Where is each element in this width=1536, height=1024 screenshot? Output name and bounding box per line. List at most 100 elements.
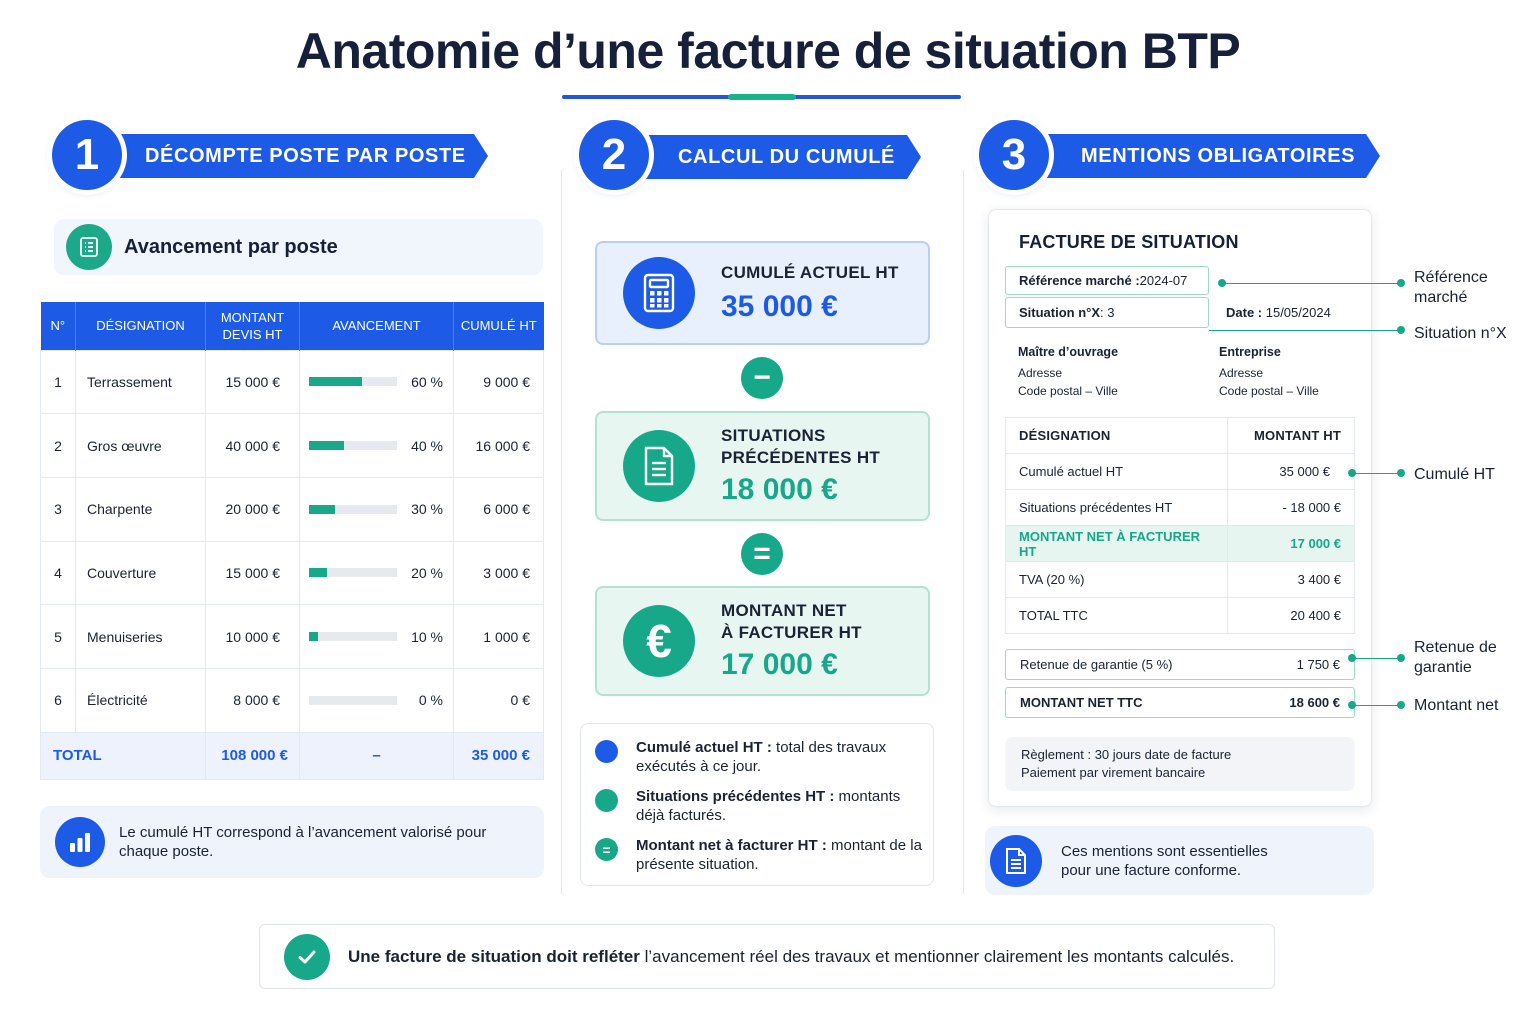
callout-line [1222, 283, 1402, 284]
row-montant: 40 000 € [205, 413, 300, 478]
montant-net-label: MONTANT NET À FACTURER HT [721, 601, 862, 642]
montant-net-card: € MONTANT NET À FACTURER HT 17 000 € [595, 586, 930, 696]
row-montant: 15 000 € [205, 540, 300, 606]
row-montant: 15 000 € [205, 349, 300, 415]
row-percent: 60 % [411, 373, 443, 390]
row-designation: Électricité [75, 667, 206, 733]
document-icon [990, 834, 1042, 887]
progress-bar [309, 568, 397, 578]
row-montant: 20 000 € [205, 476, 300, 542]
row-montant: 10 000 € [205, 604, 300, 669]
row-avancement: 10 % [299, 604, 454, 669]
row-percent: 10 % [411, 628, 443, 645]
callout-situation: Situation n°X [1414, 325, 1507, 342]
row-number: 3 [40, 476, 76, 542]
bar-chart-icon [55, 817, 105, 867]
col-header-cumule: CUMULÉ HT [453, 302, 544, 350]
situations-precedentes-card: SITUATIONS PRÉCÉDENTES HT 18 000 € [595, 411, 930, 521]
euro-icon: € [623, 605, 695, 677]
row-avancement: 30 % [299, 476, 454, 542]
row-percent: 30 % [411, 501, 443, 518]
table-total-row: TOTAL 108 000 € – 35 000 € [40, 731, 544, 780]
table-row: MONTANT NET À FACTURER HT 17 000 € [1005, 525, 1355, 562]
section-2-number: 2 [579, 120, 649, 190]
table-row: Cumulé actuel HT 35 000 € [1005, 453, 1355, 490]
callout-cumule: Cumulé HT [1414, 466, 1495, 483]
callout-dot [1397, 654, 1405, 662]
row-number: 4 [40, 540, 76, 606]
footer-text: Une facture de situation doit refléter l… [348, 946, 1235, 966]
callout-line [1352, 473, 1402, 474]
section-1-banner: DÉCOMPTE POSTE PAR POSTE [114, 134, 488, 178]
table-row: Situations précédentes HT - 18 000 € [1005, 489, 1355, 526]
document-icon [623, 430, 695, 502]
row-montant: 8 000 € [205, 667, 300, 733]
table-row: 1 Terrassement 15 000 € 60 % 9 000 € [40, 349, 544, 415]
col-header-n: N° [40, 302, 76, 350]
callout-line [1352, 705, 1402, 706]
footer-banner: Une facture de situation doit refléter l… [259, 924, 1275, 989]
table-row: 2 Gros œuvre 40 000 € 40 % 16 000 € [40, 413, 544, 478]
section-3-number: 3 [979, 120, 1049, 190]
situations-precedentes-value: 18 000 € [721, 473, 838, 506]
progress-bar [309, 632, 397, 642]
callout-reference-marche: Référence marché [1414, 269, 1488, 306]
row-designation: Charpente [75, 476, 206, 542]
row-cumule: 6 000 € [453, 476, 544, 542]
row-avancement: 40 % [299, 413, 454, 478]
progress-bar [309, 377, 397, 387]
invoice-col-montant: MONTANT HT [1227, 417, 1355, 454]
row-percent: 0 % [418, 692, 443, 709]
column-divider [963, 170, 964, 894]
avancement-card: Avancement par poste [54, 219, 543, 275]
column-divider [561, 170, 562, 894]
title-underline-accent [728, 94, 796, 100]
avancement-label: Avancement par poste [124, 235, 338, 258]
row-designation: Couverture [75, 540, 206, 606]
row-designation: Terrassement [75, 349, 206, 415]
check-icon [284, 933, 330, 980]
progress-fill [309, 504, 336, 514]
progress-fill [309, 568, 327, 578]
montant-net-value: 17 000 € [721, 648, 838, 681]
row-cumule: 0 € [453, 667, 544, 733]
cumule-note: Le cumulé HT correspond à l’avancement v… [40, 806, 544, 878]
row-number: 6 [40, 667, 76, 733]
progress-bar [309, 441, 397, 451]
row-avancement: 20 % [299, 540, 454, 606]
table-row: TOTAL TTC 20 400 € [1005, 597, 1355, 634]
total-avancement: – [299, 731, 454, 780]
blue-dot-icon [595, 740, 618, 763]
equals-operator: = [741, 533, 783, 575]
equals-icon: = [595, 838, 618, 861]
col-header-avancement: AVANCEMENT [299, 302, 454, 350]
table-row: 3 Charpente 20 000 € 30 % 6 000 € [40, 476, 544, 542]
row-cumule: 16 000 € [453, 413, 544, 478]
progress-fill [309, 441, 345, 451]
payment-terms: Règlement : 30 jours date de facture Pai… [1005, 737, 1355, 791]
entreprise-block: Entreprise Adresse Code postal – Ville [1219, 345, 1319, 398]
invoice-table: DÉSIGNATION MONTANT HT Cumulé actuel HT 3… [1005, 417, 1355, 634]
row-number: 1 [40, 349, 76, 415]
cumule-note-text: Le cumulé HT correspond à l’avancement v… [119, 824, 487, 860]
reference-marche-field: Référence marché : 2024-07 [1005, 266, 1209, 295]
legend-item: = Montant net à facturer HT : montant de… [595, 836, 926, 874]
mentions-note-text: Ces mentions sont essentielles pour une f… [1061, 842, 1268, 879]
invoice-table-header: DÉSIGNATION MONTANT HT [1005, 417, 1355, 454]
section-3-banner: MENTIONS OBLIGATOIRES [1040, 134, 1380, 178]
cumule-actuel-label: CUMULÉ ACTUEL HT [721, 263, 899, 282]
progress-bar [309, 504, 397, 514]
invoice-date: Date : 15/05/2024 [1226, 305, 1331, 320]
minus-operator: − [741, 357, 783, 399]
section-2-label: CALCUL DU CUMULÉ [678, 145, 895, 168]
total-cumule: 35 000 € [453, 731, 544, 780]
legend-item: Situations précédentes HT : montants déj… [595, 787, 926, 825]
row-cumule: 3 000 € [453, 540, 544, 606]
table-row: 6 Électricité 8 000 € 0 % 0 € [40, 667, 544, 733]
calc-legend: Cumulé actuel HT : total des travaux exé… [580, 723, 934, 886]
callout-retenue: Retenue de garantie [1414, 639, 1497, 676]
cumule-actuel-card: CUMULÉ ACTUEL HT 35 000 € [595, 241, 930, 345]
callout-montant-net: Montant net [1414, 697, 1499, 714]
table-row: 4 Couverture 15 000 € 20 % 3 000 € [40, 540, 544, 606]
montant-net-ttc-row: MONTANT NET TTC 18 600 € [1005, 687, 1355, 718]
